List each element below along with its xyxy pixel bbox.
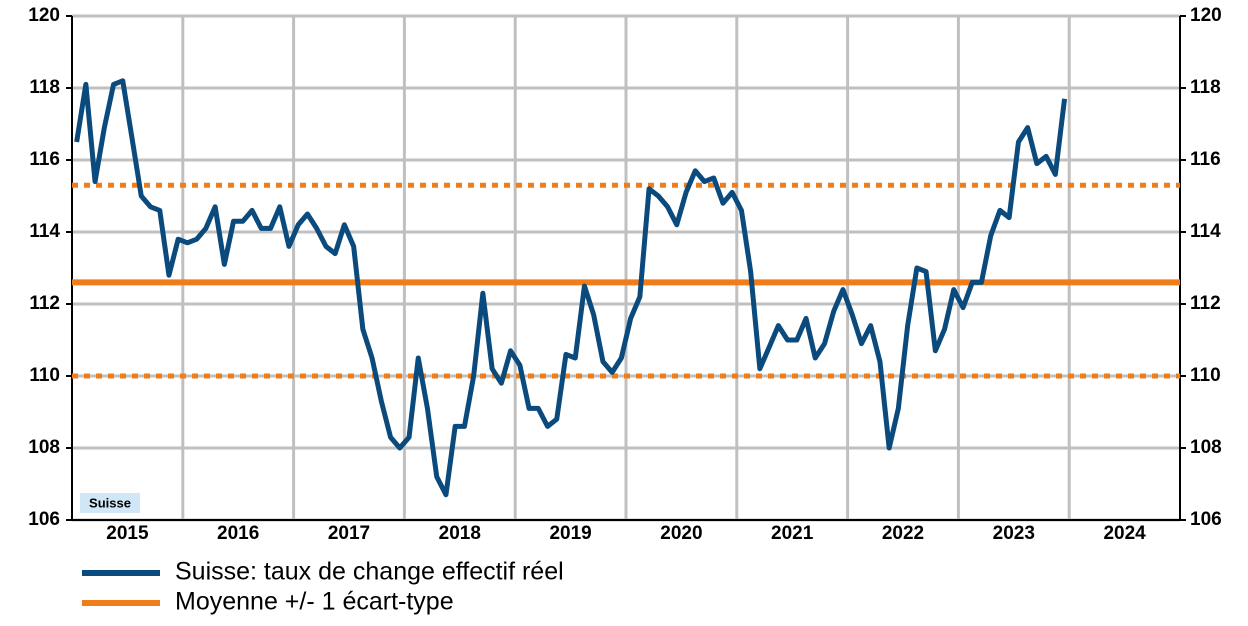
y-tick-label: 116 — [29, 149, 60, 170]
x-tick-label: 2021 — [771, 523, 814, 544]
y2-tick-label: 108 — [1190, 437, 1222, 458]
y-tick-label: 106 — [28, 509, 60, 530]
y-tick-label: 120 — [28, 5, 60, 26]
y2-tick-label: 114 — [1190, 221, 1221, 242]
y2-tick-label: 120 — [1190, 5, 1222, 26]
y2-tick-label: 110 — [1190, 365, 1221, 386]
y-tick-label: 114 — [29, 221, 60, 242]
x-tick-label: 2015 — [106, 523, 149, 544]
legend-label: Moyenne +/- 1 écart-type — [175, 588, 454, 616]
x-tick-label: 2022 — [882, 523, 924, 544]
x-tick-label: 2016 — [217, 523, 259, 544]
x-tick-label: 2023 — [993, 523, 1035, 544]
y2-tick-label: 116 — [1190, 149, 1221, 170]
y2-tick-label: 112 — [1190, 293, 1221, 314]
y-tick-label: 110 — [29, 365, 60, 386]
x-tick-label: 2017 — [328, 523, 370, 544]
y-tick-label: 112 — [29, 293, 60, 314]
line — [74, 78, 1068, 498]
x-tick-label: 2020 — [660, 523, 702, 544]
y2-tick-label: 118 — [1190, 77, 1221, 98]
y2-tick-label: 106 — [1190, 509, 1222, 530]
x-tick-label: 2024 — [1103, 523, 1146, 544]
legend-label: Suisse: taux de change effectif réel — [175, 558, 564, 586]
y-tick-label: 118 — [29, 77, 60, 98]
y-tick-label: 108 — [28, 437, 60, 458]
x-tick-label: 2018 — [439, 523, 481, 544]
x-tick-label: 2019 — [549, 523, 591, 544]
annotation: Suisse — [89, 495, 131, 510]
annotation-box — [80, 493, 140, 513]
